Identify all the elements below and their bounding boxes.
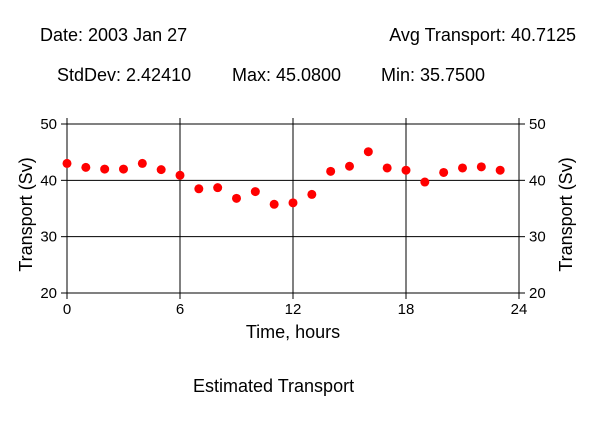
y-tick-label-left: 20	[40, 285, 57, 302]
data-point	[363, 147, 373, 157]
x-tick-label: 24	[511, 301, 528, 318]
date-label: Date: 2003 Jan 27	[40, 25, 188, 45]
data-point	[119, 164, 128, 174]
data-point	[326, 166, 336, 176]
chart-caption: Estimated Transport	[193, 376, 355, 396]
data-point	[458, 163, 467, 173]
data-point	[269, 199, 279, 209]
x-tick-label: 6	[176, 301, 184, 318]
min-label: Min: 35.7500	[381, 65, 486, 85]
y-tick-label-right: 40	[529, 172, 546, 189]
data-point	[288, 198, 298, 208]
y-tick-label-right: 20	[529, 285, 546, 302]
data-point	[156, 165, 166, 175]
y-tick-label-right: 30	[529, 229, 546, 246]
y-axis-label-right: Transport (Sv)	[556, 157, 576, 271]
data-point	[250, 187, 260, 197]
stddev-label: StdDev: 2.42410	[57, 65, 192, 85]
data-point	[213, 183, 223, 193]
data-point	[345, 161, 354, 171]
data-point	[232, 193, 241, 203]
x-tick-label: 18	[398, 301, 415, 318]
y-axis-label-left: Transport (Sv)	[16, 157, 36, 271]
data-point	[137, 158, 147, 168]
avg-transport-label: Avg Transport: 40.7125	[389, 25, 576, 45]
y-tick-label-left: 50	[40, 116, 57, 133]
max-label: Max: 45.0800	[232, 65, 342, 85]
x-tick-label: 12	[285, 301, 302, 318]
data-point	[439, 167, 449, 177]
data-point	[476, 162, 486, 172]
y-tick-label-right: 50	[529, 116, 546, 133]
data-point	[401, 165, 411, 175]
data-point	[194, 184, 204, 194]
data-point	[307, 189, 317, 199]
data-points	[62, 147, 505, 209]
data-point	[420, 177, 430, 187]
data-point	[81, 162, 91, 172]
x-tick-label: 0	[63, 301, 71, 318]
data-point	[382, 163, 392, 173]
y-tick-label-left: 30	[40, 229, 57, 246]
data-point	[175, 170, 185, 180]
data-point	[495, 165, 505, 175]
y-tick-label-left: 40	[40, 172, 57, 189]
data-point	[62, 158, 72, 168]
x-axis-label: Time, hours	[246, 322, 340, 342]
data-point	[100, 164, 110, 174]
grid-lines	[67, 124, 519, 293]
